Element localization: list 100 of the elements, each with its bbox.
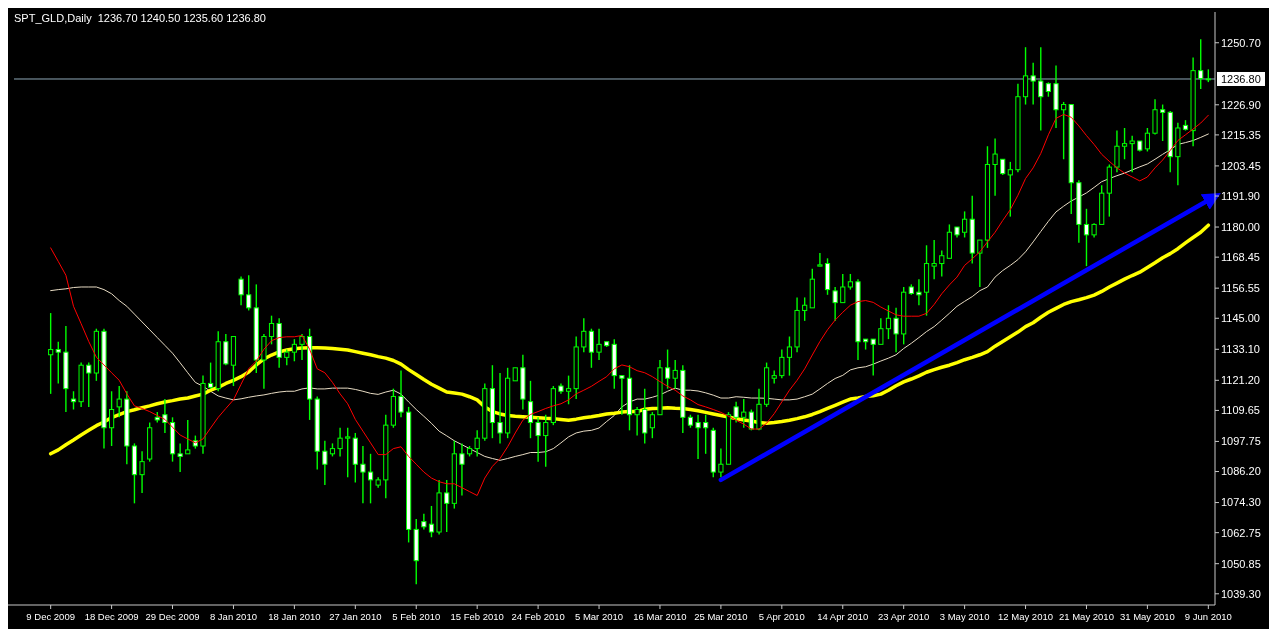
- candlestick: [893, 307, 899, 353]
- candlestick: [1198, 38, 1204, 90]
- candlestick: [695, 414, 701, 460]
- candlestick: [1083, 208, 1090, 267]
- candlestick: [565, 374, 572, 405]
- candlestick: [367, 453, 374, 505]
- candlestick: [1144, 127, 1150, 153]
- candlestick: [444, 479, 450, 533]
- candlestick: [977, 239, 983, 288]
- candlestick: [1121, 127, 1128, 160]
- candlestick: [1007, 161, 1013, 218]
- candlestick: [786, 335, 793, 377]
- x-tick-label: 27 Jan 2010: [329, 611, 382, 622]
- candlestick: [1152, 98, 1158, 136]
- y-tick-label: 1226.90: [1221, 98, 1261, 111]
- candlestick: [878, 317, 884, 346]
- candlestick: [360, 445, 366, 505]
- candlestick: [802, 296, 808, 322]
- x-tick-label: 21 May 2010: [1059, 611, 1114, 622]
- y-tick-label: 1215.35: [1221, 128, 1261, 141]
- candlestick: [931, 239, 937, 280]
- ref-line-label: 1236.80: [1221, 72, 1261, 85]
- candlestick: [1038, 46, 1044, 132]
- y-tick-label: 1039.30: [1221, 587, 1261, 600]
- candlestick: [1022, 46, 1029, 106]
- candlestick: [299, 333, 305, 361]
- y-tick-label: 1133.10: [1221, 343, 1260, 356]
- candlestick: [543, 414, 549, 468]
- candlestick: [459, 442, 465, 497]
- candlestick: [535, 416, 541, 463]
- candlestick: [185, 419, 191, 455]
- candlestick: [86, 361, 92, 408]
- x-tick-label: 18 Dec 2009: [84, 611, 139, 622]
- candlestick: [527, 380, 534, 439]
- candlestick: [474, 429, 480, 458]
- candlestick: [398, 369, 404, 419]
- candlestick: [1061, 101, 1067, 160]
- candlestick: [718, 447, 724, 478]
- candlestick: [116, 385, 122, 419]
- candlestick: [634, 406, 640, 437]
- chart-title: SPT_GLD,Daily 1236.70 1240.50 1235.60 1236.80: [14, 12, 266, 24]
- y-tick-label: 1180.00: [1221, 220, 1260, 233]
- y-tick-label: 1121.20: [1221, 374, 1260, 387]
- y-tick-label: 1168.45: [1221, 251, 1260, 263]
- y-tick-label: 1203.45: [1221, 159, 1261, 172]
- candlestick: [962, 210, 968, 239]
- candlestick: [55, 341, 61, 385]
- y-tick-label: 1074.30: [1221, 496, 1261, 509]
- candlestick: [664, 348, 671, 390]
- candlestick: [208, 361, 214, 390]
- y-tick-label: 1086.20: [1221, 465, 1261, 478]
- candlestick: [261, 333, 267, 390]
- candlestick: [1030, 62, 1036, 106]
- x-tick-label: 23 Apr 2010: [878, 611, 930, 622]
- candlestick: [238, 275, 244, 306]
- y-tick-label: 1097.75: [1221, 435, 1261, 448]
- candlestick: [619, 374, 625, 416]
- candlestick: [779, 348, 785, 379]
- candlestick: [70, 390, 77, 411]
- candlestick: [177, 442, 183, 473]
- candlestick: [642, 387, 648, 445]
- candlestick: [1129, 135, 1135, 174]
- candlestick: [337, 427, 343, 458]
- x-tick-label: 9 Dec 2009: [26, 611, 75, 622]
- candlestick: [322, 440, 328, 486]
- candlestick: [832, 286, 838, 322]
- x-tick-label: 5 Mar 2010: [575, 611, 624, 622]
- candlestick: [992, 137, 998, 197]
- y-tick-label: 1050.85: [1221, 557, 1261, 570]
- candlestick: [817, 252, 823, 267]
- candlestick: [345, 427, 351, 478]
- candlestick: [733, 400, 739, 424]
- candlestick: [840, 273, 846, 304]
- candlestick: [268, 314, 275, 346]
- candlestick: [916, 278, 922, 306]
- x-tick-label: 9 Jun 2010: [1184, 611, 1232, 622]
- y-tick-label: 1109.65: [1221, 404, 1260, 417]
- y-tick-label: 1250.70: [1221, 36, 1261, 49]
- candlestick: [246, 274, 252, 312]
- candlestick: [870, 338, 876, 377]
- candlestick: [139, 450, 145, 494]
- candlestick: [223, 333, 229, 366]
- x-tick-label: 3 May 2010: [939, 611, 990, 622]
- x-tick-label: 15 Feb 2010: [450, 611, 504, 622]
- x-tick-label: 8 Jan 2010: [209, 611, 257, 622]
- candlestick: [885, 304, 892, 340]
- candlestick: [581, 317, 587, 353]
- y-tick-label: 1145.00: [1221, 312, 1260, 325]
- x-tick-label: 25 Mar 2010: [694, 611, 748, 622]
- candlestick: [741, 398, 747, 429]
- x-tick-label: 16 Mar 2010: [633, 611, 687, 622]
- x-tick-label: 18 Jan 2010: [268, 611, 321, 622]
- candlestick: [497, 372, 503, 445]
- candlestick: [48, 312, 54, 395]
- candlestick: [672, 359, 678, 390]
- x-tick-label: 5 Apr 2010: [758, 611, 805, 622]
- candlestick: [588, 328, 595, 369]
- candlestick: [939, 249, 945, 278]
- candlestick: [703, 414, 709, 455]
- candlestick: [109, 390, 115, 447]
